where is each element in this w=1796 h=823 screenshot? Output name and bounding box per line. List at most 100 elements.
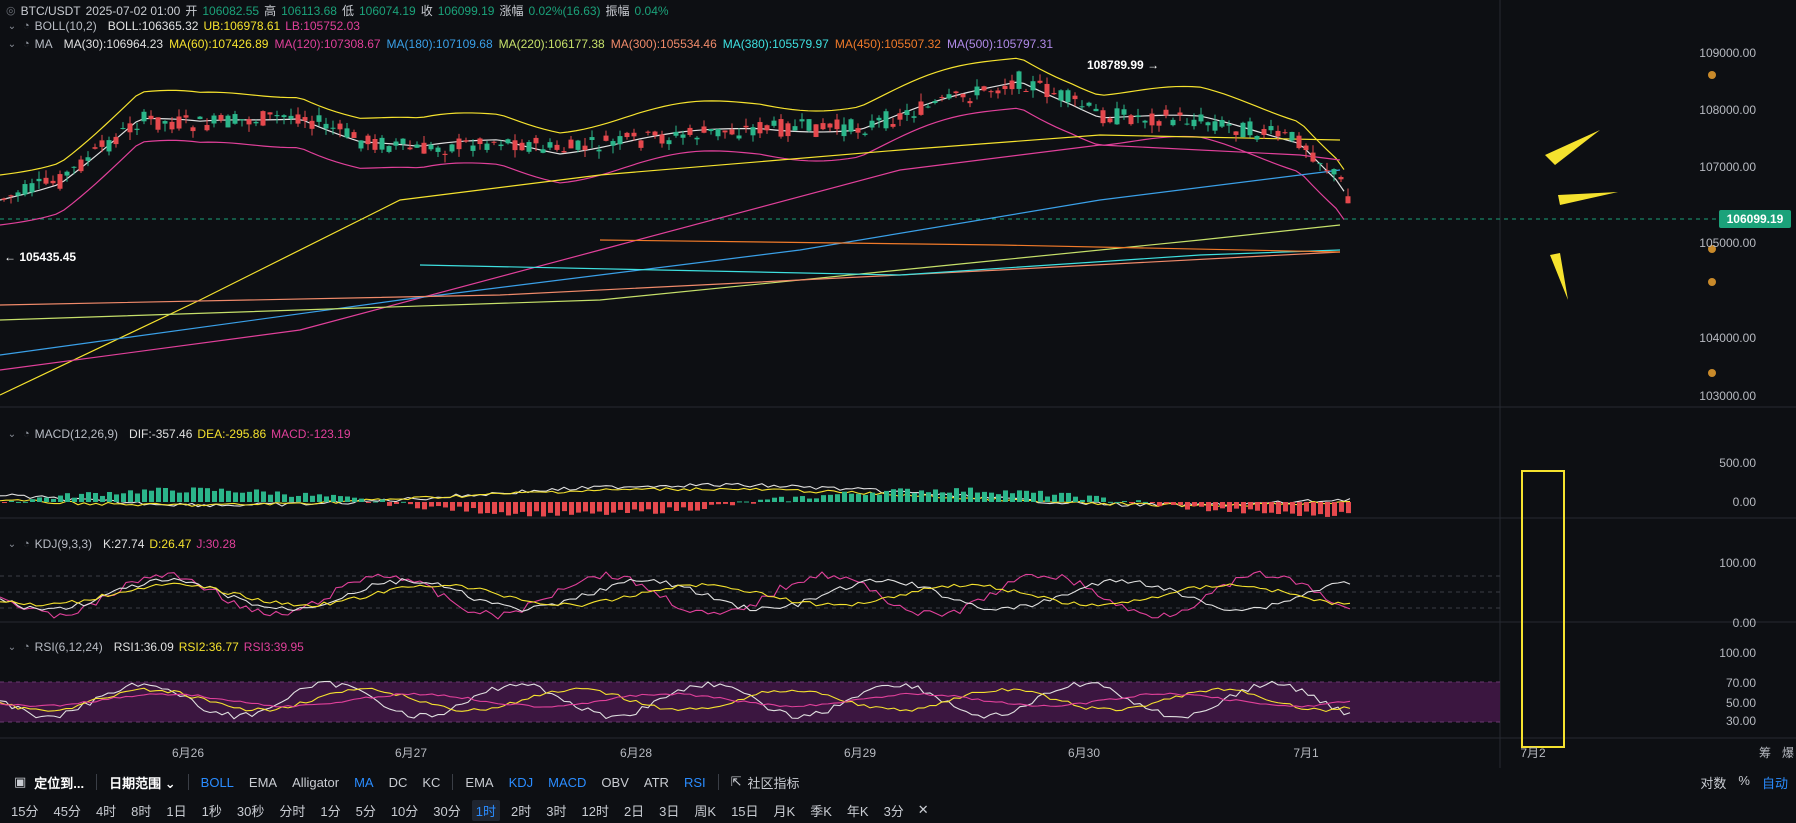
macd-bar [303, 492, 308, 502]
timeframe-button[interactable]: 2时 [511, 803, 532, 819]
candle [302, 117, 308, 121]
boll-legend[interactable]: ⌄ ◔ BOLL(10,2) BOLL:106365.32 UB:106978.… [7, 19, 360, 33]
indicator-toggle-alligator[interactable]: Alligator [292, 774, 340, 790]
chevron-down-icon[interactable]: ⌄ [7, 20, 17, 32]
date-range-dropdown[interactable]: 日期范围 ⌄ [109, 775, 176, 791]
macd-bar [681, 502, 686, 508]
liquidation-button[interactable]: 爆 [1781, 746, 1795, 760]
chip-distribution-button[interactable]: 筹 [1758, 746, 1772, 760]
macd-bar [1087, 495, 1092, 502]
timeframe-button[interactable]: 1日 [166, 803, 187, 819]
macd-bar [1129, 502, 1134, 504]
indicator-toggle-macd[interactable]: MACD [548, 774, 587, 790]
timeframe-button[interactable]: 2日 [623, 803, 645, 819]
calendar-icon[interactable]: ▣ [14, 774, 27, 789]
timeframe-button[interactable]: 15日 [731, 803, 759, 819]
macd-bar [646, 502, 651, 510]
ma-legend[interactable]: ⌄ ◔ MA MA(30):106964.23 MA(60):107426.89 M… [7, 37, 1054, 51]
candle [561, 151, 567, 153]
date-label: 7月2 [1520, 746, 1546, 760]
macd-bar [163, 487, 168, 502]
timeframe-button[interactable]: 30分 [433, 803, 461, 819]
bell-icon[interactable]: ◔ [23, 641, 30, 653]
boll-mid-line [0, 81, 1345, 201]
candle [491, 141, 497, 143]
macd-bar [1199, 502, 1204, 507]
community-icon[interactable]: ⇱ [730, 774, 742, 789]
timeframe-button[interactable]: 月K [773, 803, 796, 819]
timeframe-button[interactable]: 分时 [279, 803, 306, 819]
scale-option[interactable]: 对数 [1700, 775, 1727, 791]
rsi-legend[interactable]: ⌄ ◔ RSI(6,12,24) RSI1:36.09 RSI2:36.77 R… [7, 640, 304, 654]
macd-bar [814, 498, 819, 502]
timeframe-button[interactable]: 30秒 [236, 803, 265, 819]
candle [1058, 90, 1064, 101]
indicator-toggle-atr[interactable]: ATR [643, 774, 669, 790]
timeframe-button[interactable]: 12时 [581, 803, 609, 819]
timeframe-button[interactable]: 1秒 [201, 803, 222, 819]
candle [1198, 114, 1204, 122]
macd-bar [807, 498, 812, 502]
timeframe-button[interactable]: 4时 [95, 803, 117, 819]
macd-bar [310, 495, 315, 502]
bell-icon[interactable]: ◔ [23, 20, 30, 32]
scale-option[interactable]: 自动 [1761, 775, 1788, 791]
close-icon[interactable]: ✕ [917, 802, 929, 817]
scale-option[interactable]: % [1738, 772, 1750, 788]
price-axis-label: 107000.00 [1699, 160, 1756, 174]
timeframe-button[interactable]: 季K [810, 803, 832, 819]
bell-icon[interactable]: ◔ [23, 538, 30, 550]
timeframe-button[interactable]: 3分 [883, 803, 904, 819]
indicator-toggle-boll[interactable]: BOLL [200, 774, 234, 790]
candle [1282, 132, 1288, 134]
indicator-toggle-rsi[interactable]: RSI [683, 774, 706, 790]
indicator-toggle-ema[interactable]: EMA [248, 774, 278, 790]
indicator-toggle-obv[interactable]: OBV [601, 774, 629, 790]
timeframe-button[interactable]: 年K [846, 803, 869, 819]
indicator-toggle-dc[interactable]: DC [388, 774, 408, 790]
bell-icon[interactable]: ◔ [23, 38, 30, 50]
candle [99, 140, 105, 147]
macd-bar [478, 502, 483, 514]
date-label: 6月26 [171, 746, 205, 760]
timeframe-button[interactable]: 3日 [659, 803, 680, 819]
chevron-down-icon[interactable]: ⌄ [7, 641, 17, 653]
macd-bar [1241, 502, 1246, 514]
indicator-toggle-ma[interactable]: MA [354, 774, 374, 790]
timeframe-button[interactable]: 1时 [471, 799, 500, 821]
macd-bar [772, 497, 777, 502]
candle [344, 128, 350, 138]
timeframe-button[interactable]: 周K [694, 803, 717, 819]
macd-bar [849, 493, 854, 502]
chart-canvas[interactable] [0, 0, 1796, 768]
indicator-toggle-kc[interactable]: KC [422, 774, 441, 790]
candle [1107, 118, 1113, 123]
low-marker: ← 105435.45 [4, 250, 77, 264]
timeframe-button[interactable]: 5分 [355, 803, 376, 819]
timeframe-button[interactable]: 3时 [546, 803, 567, 819]
candle [148, 115, 154, 120]
timeframe-button[interactable]: 10分 [390, 803, 419, 819]
indicator-toggle-ema[interactable]: EMA [465, 774, 494, 790]
timeframe-button[interactable]: 45分 [53, 803, 81, 819]
chevron-down-icon[interactable]: ⌄ [7, 428, 17, 440]
candle [1191, 119, 1197, 127]
locate-button[interactable]: 定位到... [34, 775, 85, 791]
bell-icon[interactable]: ◔ [23, 428, 30, 440]
timeframe-button[interactable]: 15分 [11, 803, 39, 819]
macd-legend[interactable]: ⌄ ◔ MACD(12,26,9) DIF:-357.46 DEA:-295.8… [7, 427, 351, 441]
macd-bar [142, 489, 147, 502]
chevron-down-icon[interactable]: ⌄ [7, 538, 17, 550]
community-indicators-button[interactable]: 社区指标 [747, 775, 800, 791]
candle [463, 140, 469, 142]
timeframe-button[interactable]: 1分 [320, 803, 341, 819]
chevron-down-icon[interactable]: ⌄ [7, 38, 17, 50]
kdj-legend[interactable]: ⌄ ◔ KDJ(9,3,3) K:27.74 D:26.47 J:30.28 [7, 537, 236, 551]
ma-legend-item: MA(500):105797.31 [946, 37, 1054, 51]
kdj-axis-label: 100.00 [1719, 556, 1756, 570]
indicator-toggle-kdj[interactable]: KDJ [508, 774, 534, 790]
candle [43, 177, 49, 184]
timeframe-button[interactable]: 8时 [131, 803, 152, 819]
price-axis-label: 103000.00 [1699, 389, 1756, 403]
candle [1114, 108, 1120, 125]
